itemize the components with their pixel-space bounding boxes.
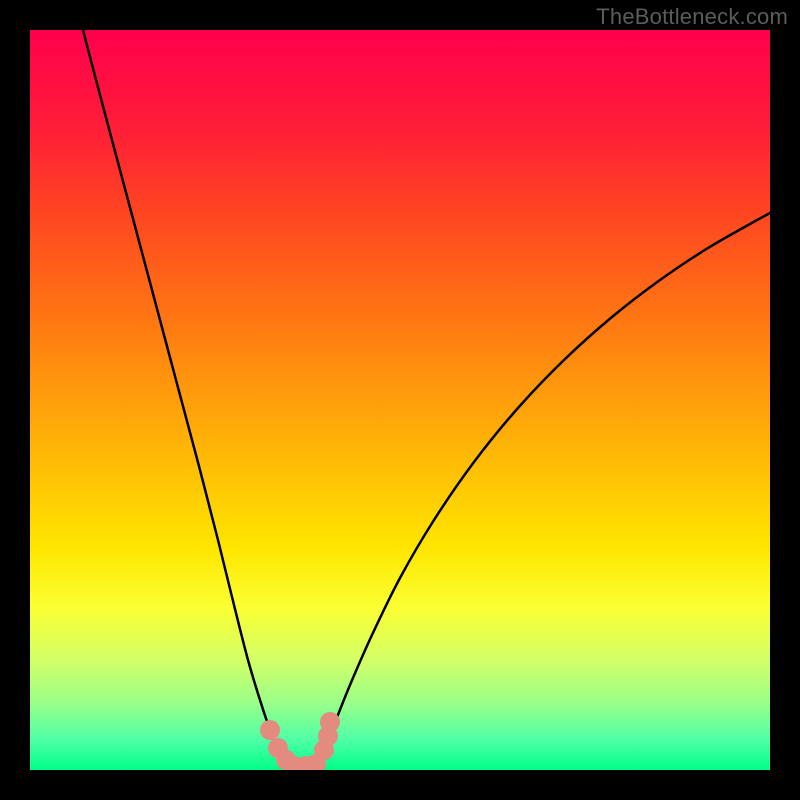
right-curve bbox=[316, 213, 770, 770]
curves-layer bbox=[30, 30, 770, 770]
data-marker bbox=[260, 720, 280, 740]
watermark-text: TheBottleneck.com bbox=[596, 4, 788, 30]
left-curve bbox=[83, 30, 290, 770]
data-marker bbox=[320, 712, 340, 732]
plot-area bbox=[30, 30, 770, 770]
